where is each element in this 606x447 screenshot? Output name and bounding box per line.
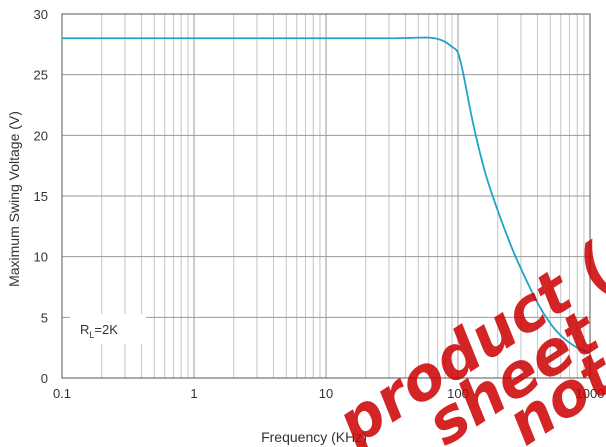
y-tick-label: 30 (34, 7, 48, 22)
annotation-tail: =2K (94, 322, 118, 337)
x-tick-labels: 0.1 1 10 100 1000 (53, 386, 605, 401)
annotation-subscript: L (89, 330, 94, 340)
annotation-base: R (80, 322, 89, 337)
x-tick-label: 0.1 (53, 386, 71, 401)
x-tick-label: 100 (447, 386, 469, 401)
y-tick-label: 25 (34, 68, 48, 83)
watermark: product (or produ sheet are no lo not be (324, 72, 606, 447)
x-tick-label: 10 (319, 386, 333, 401)
x-tick-label: 1 (190, 386, 197, 401)
y-axis-title: Maximum Swing Voltage (V) (6, 111, 22, 287)
annotation-rl: RL=2K (80, 322, 118, 340)
annotation-background (70, 314, 146, 344)
x-axis-title: Frequency (KHz) (261, 429, 367, 445)
y-tick-label: 20 (34, 128, 48, 143)
x-tick-label: 1000 (576, 386, 605, 401)
annotation-box: RL=2K (70, 314, 146, 344)
y-tick-label: 10 (34, 250, 48, 265)
y-tick-label: 0 (41, 371, 48, 386)
plot-frame (61, 13, 591, 379)
series-line-max-swing (62, 36, 591, 354)
y-tick-labels: 0 5 10 15 20 25 30 (34, 7, 48, 386)
y-tick-label: 15 (34, 189, 48, 204)
y-tick-label: 5 (41, 310, 48, 325)
